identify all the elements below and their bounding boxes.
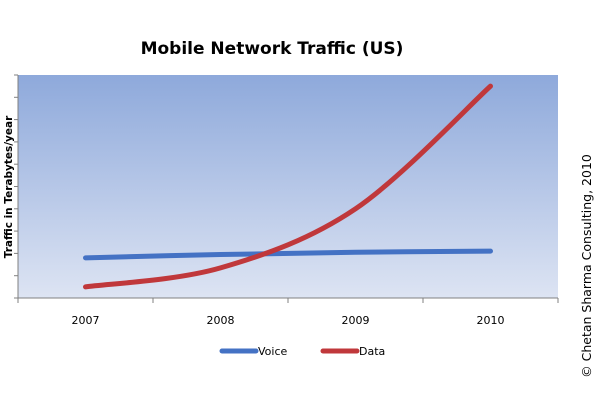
legend-label-voice: Voice [258, 345, 288, 358]
x-tick-label: 2008 [207, 314, 235, 327]
x-axis-tick-labels: 2007 2008 2009 2010 [72, 314, 505, 327]
x-tick-label: 2009 [342, 314, 370, 327]
legend-label-data: Data [359, 345, 385, 358]
x-tick-label: 2010 [477, 314, 505, 327]
x-tick-label: 2007 [72, 314, 100, 327]
series-lines [83, 83, 493, 290]
x-axis-ticks [17, 298, 559, 303]
legend: Voice Data [219, 345, 385, 358]
y-axis-ticks [14, 74, 18, 299]
y-axis-label: Traffic in Terabytes/year [3, 115, 15, 258]
series-line-voice [83, 248, 493, 261]
copyright-note: © Chetan Sharma Consulting, 2010 [579, 154, 594, 378]
chart-title: Mobile Network Traffic (US) [141, 39, 404, 59]
plot-area [18, 75, 558, 298]
series-line-data [83, 83, 493, 290]
